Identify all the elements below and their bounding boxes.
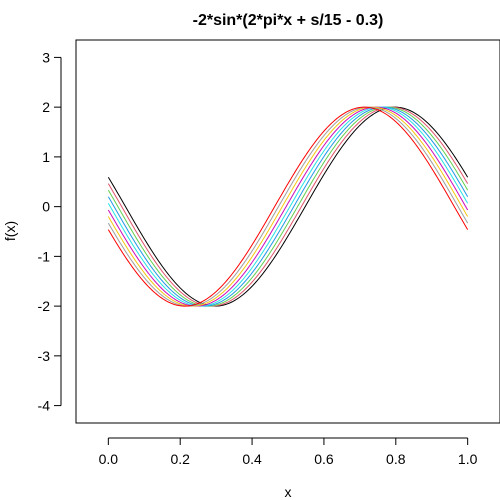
x-axis: 0.0 0.2 0.4 0.6 0.8 1.0	[99, 437, 478, 467]
y-tick-label: 3	[42, 49, 50, 65]
series-line-s7	[107, 106, 469, 307]
series-group	[107, 106, 469, 307]
y-tick-label: -3	[38, 348, 51, 364]
series-line-s1	[107, 106, 469, 307]
series-line-s8	[107, 106, 469, 307]
y-tick-label: 1	[42, 149, 50, 165]
chart-title: -2*sin*(2*pi*x + s/15 - 0.3)	[193, 12, 384, 29]
x-axis-label: x	[285, 484, 292, 500]
x-tick-label: 0.6	[314, 451, 334, 467]
series-line-s3	[107, 106, 469, 307]
x-tick-label: 1.0	[458, 451, 478, 467]
y-axis-label: f(x)	[2, 221, 18, 241]
y-axis: -4 -3 -2 -1 0 1 2 3	[38, 49, 62, 414]
x-tick-label: 0.4	[242, 451, 262, 467]
y-tick-label: -2	[38, 298, 51, 314]
x-tick-label: 0.2	[170, 451, 190, 467]
series-line-s4	[107, 106, 469, 307]
series-line-s0	[107, 106, 469, 307]
series-line-s2	[107, 106, 469, 307]
y-tick-label: 2	[42, 99, 50, 115]
x-tick-label: 0.8	[386, 451, 406, 467]
series-line-s6	[107, 106, 469, 307]
x-tick-label: 0.0	[99, 451, 119, 467]
y-tick-label: -1	[38, 248, 51, 264]
series-line-s5	[107, 106, 469, 307]
y-tick-label: -4	[38, 398, 51, 414]
y-tick-label: 0	[42, 199, 50, 215]
plot-frame	[75, 39, 500, 424]
